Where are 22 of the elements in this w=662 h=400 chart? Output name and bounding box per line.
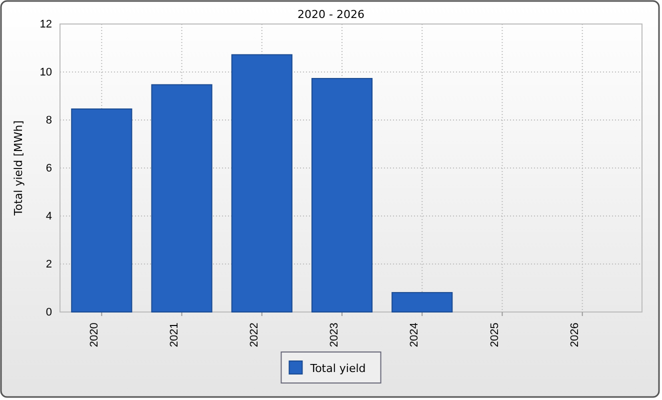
bar xyxy=(71,108,132,312)
y-axis-title: Total yield [MWh] xyxy=(12,120,25,216)
y-tick-label: 2 xyxy=(46,258,52,271)
x-tick-label: 2023 xyxy=(328,322,341,348)
x-tick-label: 2025 xyxy=(488,322,501,348)
x-tick-label: 2022 xyxy=(248,322,260,348)
y-tick-label: 12 xyxy=(40,18,52,31)
bar xyxy=(151,84,212,312)
bar xyxy=(231,54,292,312)
y-tick-label: 4 xyxy=(46,210,52,223)
chart-title: 2020 - 2026 xyxy=(298,8,364,21)
y-tick-label: 0 xyxy=(46,306,52,319)
bar xyxy=(311,78,373,312)
legend-label: Total yield xyxy=(309,362,366,375)
y-tick-label: 8 xyxy=(46,114,52,127)
x-tick-label: 2021 xyxy=(168,322,180,348)
x-tick-label: 2024 xyxy=(408,322,421,348)
x-tick-label: 2026 xyxy=(568,322,581,348)
y-tick-label: 10 xyxy=(40,66,52,79)
bar xyxy=(392,292,453,312)
x-tick-label: 2020 xyxy=(88,322,100,348)
y-tick-label: 6 xyxy=(46,162,52,175)
